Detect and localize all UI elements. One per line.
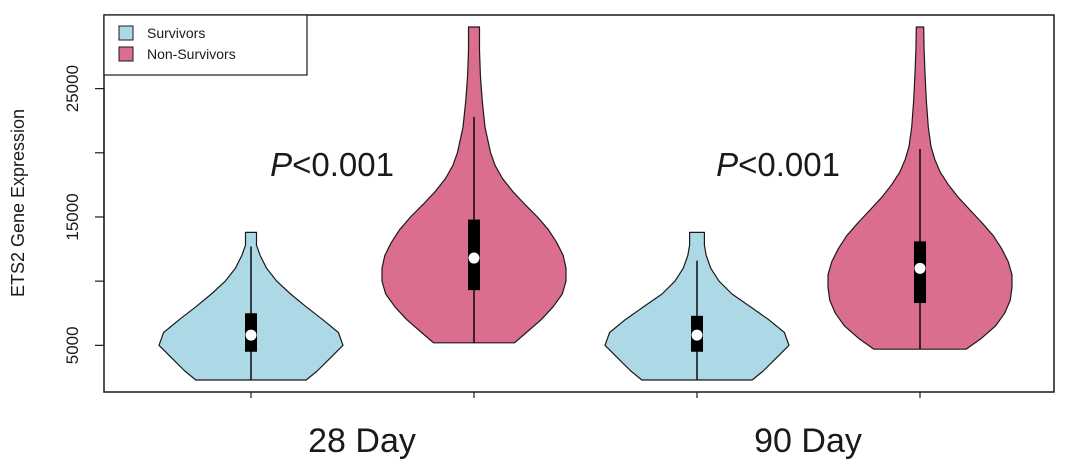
p-value-annotation: P<0.001 — [716, 146, 840, 183]
violin-layer — [158, 26, 1013, 381]
median-dot-28-day-non-survivors — [468, 252, 480, 264]
x-axis: 28 Day 90 Day — [250, 392, 921, 460]
x-group-label: 28 Day — [308, 422, 416, 460]
annotation-layer: P<0.001 P<0.001 — [270, 146, 840, 183]
y-tick-label: 15000 — [63, 193, 82, 240]
y-tick-label: 5000 — [63, 326, 82, 364]
legend-box — [103, 14, 308, 76]
median-dot-90-day-non-survivors — [914, 262, 926, 274]
legend-swatch-survivors — [118, 25, 134, 41]
legend: Survivors Non-Survivors — [103, 14, 308, 76]
legend-swatch-non-survivors — [118, 46, 134, 62]
legend-label-survivors: Survivors — [147, 25, 205, 41]
p-value-annotation: P<0.001 — [270, 146, 394, 183]
p-value-text: <0.001 — [292, 146, 394, 183]
y-axis-label: ETS2 Gene Expression — [8, 109, 28, 297]
median-dot-90-day-survivors — [691, 329, 703, 341]
y-tick-label: 25000 — [63, 65, 82, 112]
y-axis: 5000 15000 25000 — [63, 65, 105, 364]
x-group-label: 90 Day — [754, 422, 862, 460]
p-value-text: <0.001 — [738, 146, 840, 183]
p-value-italic: P — [270, 146, 292, 183]
median-dot-28-day-survivors — [245, 329, 257, 341]
p-value-italic: P — [716, 146, 738, 183]
legend-label-non-survivors: Non-Survivors — [147, 46, 236, 62]
